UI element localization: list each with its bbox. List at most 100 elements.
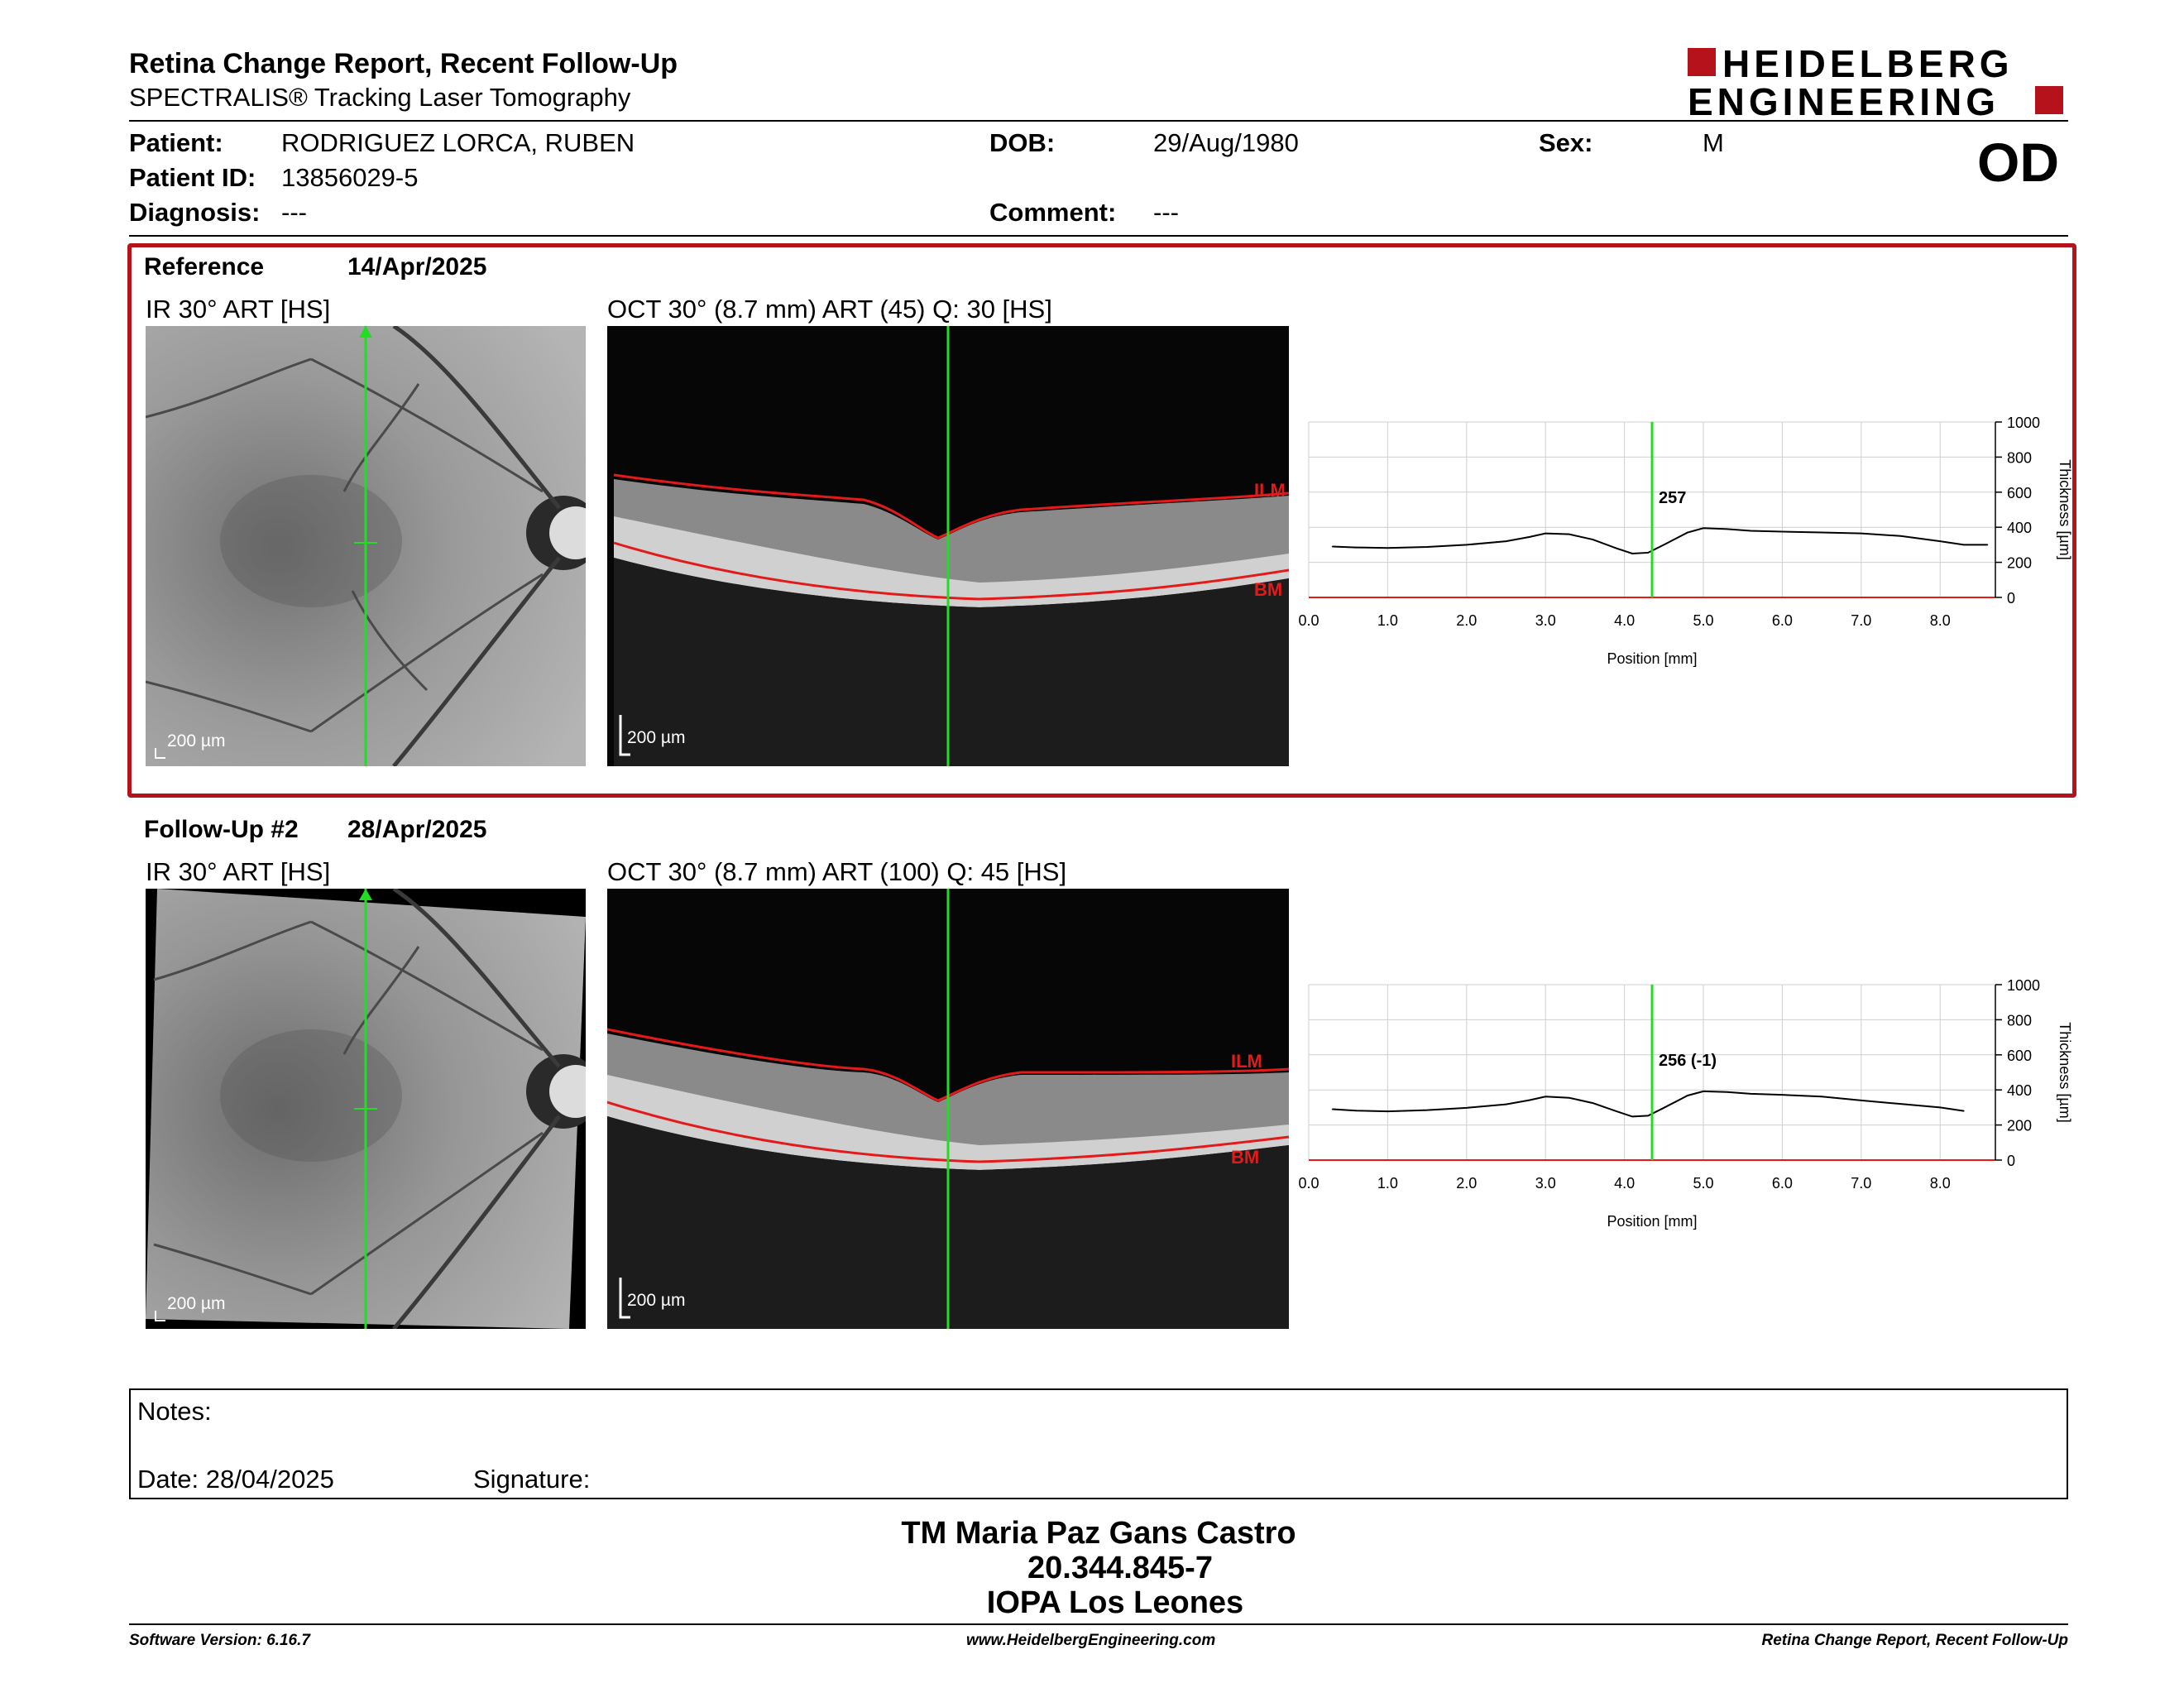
chart-x-tick-label: 2.0 — [1456, 612, 1477, 629]
chart-y-tick-label: 400 — [2007, 520, 2032, 536]
chart-data-point — [1631, 553, 1633, 554]
chart-data-point — [1631, 1115, 1633, 1118]
followup-ilm-label: ILM — [1231, 1051, 1262, 1072]
eye-indicator: OD — [1977, 132, 2059, 193]
chart-x-tick-label: 6.0 — [1772, 1175, 1793, 1192]
footer-divider — [129, 1623, 2068, 1625]
chart-data-point — [1726, 1091, 1728, 1093]
chart-data-point — [1505, 1103, 1507, 1105]
chart-x-tick-label: 8.0 — [1930, 1175, 1951, 1192]
notes-label: Notes: — [137, 1397, 212, 1426]
comment-value: --- — [1153, 198, 1179, 227]
chart-data-point — [1387, 547, 1389, 549]
followup-bm-label: BM — [1231, 1147, 1260, 1168]
chart-marker-label: 257 — [1659, 489, 1686, 507]
chart-data-point — [1899, 535, 1902, 537]
reference-ir-image: 200 µm — [146, 326, 586, 766]
chart-x-tick-label: 1.0 — [1377, 1175, 1398, 1192]
chart-x-tick-label: 5.0 — [1693, 1175, 1713, 1192]
chart-data-point — [1861, 1100, 1862, 1101]
chart-x-tick-label: 3.0 — [1535, 612, 1556, 629]
followup-thickness-chart: 0 200 400 600 800 1000 0.0 1.0 2.0 3.0 4.0 5.0 6.0 7.… — [1298, 968, 2085, 1241]
chart-data-point — [1505, 540, 1507, 542]
chart-data-point — [1963, 1110, 1965, 1112]
chart-x-tick-label: 2.0 — [1456, 1175, 1477, 1192]
chart-data-point — [1426, 1109, 1428, 1111]
reference-bm-label: BM — [1254, 579, 1283, 600]
chart-data-point — [1355, 546, 1358, 549]
followup-thickness-svg: 0 200 400 600 800 1000 0.0 1.0 2.0 3.0 4.0 5.0 6.0 7.… — [1298, 977, 2073, 1230]
chart-data-point — [1939, 540, 1942, 542]
logo-line2: ENGINEERING — [1688, 80, 2000, 123]
chart-data-point — [1986, 544, 1989, 546]
chart-data-point — [1569, 533, 1570, 535]
chart-y-tick-label: 200 — [2007, 1118, 2032, 1134]
heidelberg-logo: HEIDELBERG ENGINEERING — [1688, 42, 2068, 123]
patient-name: RODRIGUEZ LORCA, RUBEN — [281, 128, 635, 157]
chart-data-point — [1466, 544, 1468, 546]
chart-data-point — [1529, 536, 1530, 538]
chart-data-point — [1331, 1108, 1334, 1110]
chart-data-point — [1861, 532, 1862, 535]
chart-data-point — [1545, 1096, 1547, 1098]
chart-y-tick-label: 0 — [2007, 1153, 2015, 1169]
reference-ilm-label: ILM — [1254, 480, 1286, 501]
sex-label: Sex: — [1539, 128, 1593, 157]
chart-data-point — [1703, 1091, 1704, 1092]
chart-data-point — [1569, 1096, 1570, 1099]
chart-data-point — [1387, 1110, 1389, 1112]
chart-data-point — [1750, 1093, 1752, 1095]
chart-data-point — [1899, 1103, 1902, 1105]
chart-data-point — [1592, 1102, 1594, 1104]
chart-y-tick-label: 600 — [2007, 1048, 2032, 1064]
chart-y-tick-label: 600 — [2007, 485, 2032, 501]
sex-value: M — [1703, 128, 1724, 157]
followup-oct-scale: 200 µm — [627, 1291, 686, 1310]
patient-divider — [129, 235, 2068, 237]
chart-data-point — [1750, 530, 1752, 532]
diagnosis-value: --- — [281, 198, 307, 227]
chart-data-point — [1592, 539, 1594, 540]
chart-data-point — [1647, 552, 1650, 554]
chart-x-tick-label: 7.0 — [1851, 612, 1871, 629]
patient-label: Patient: — [129, 128, 223, 157]
reference-label: Reference — [144, 253, 265, 281]
chart-data-point — [1939, 1106, 1942, 1109]
chart-data-point — [1529, 1099, 1530, 1101]
report-subtitle: SPECTRALIS® Tracking Laser Tomography — [129, 83, 631, 112]
chart-x-tick-label: 4.0 — [1614, 612, 1635, 629]
chart-data-point — [1663, 1107, 1665, 1109]
chart-y-tick-label: 1000 — [2007, 415, 2040, 431]
chart-x-tick-label: 8.0 — [1930, 612, 1951, 629]
followup-ir-label: IR 30° ART [HS] — [146, 857, 331, 886]
chart-y-tick-label: 800 — [2007, 1012, 2032, 1029]
chart-data-point — [1821, 1096, 1822, 1098]
chart-data-point — [1466, 1107, 1468, 1109]
chart-data-point — [1545, 532, 1547, 535]
signatory-rut: 20.344.845-7 — [1027, 1551, 1213, 1585]
notes-box: Notes: Date: 28/04/2025 Signature: — [129, 1388, 2068, 1499]
chart-data-point — [1703, 527, 1704, 530]
reference-ir-scale: 200 µm — [167, 731, 226, 750]
chart-data-point — [1963, 544, 1965, 546]
followup-oct-image: ILM BM 200 µm — [607, 889, 1289, 1329]
chart-x-tick-label: 0.0 — [1299, 612, 1320, 629]
reference-oct-label: OCT 30° (8.7 mm) ART (45) Q: 30 [HS] — [607, 295, 1052, 324]
chart-x-tick-label: 1.0 — [1377, 612, 1398, 629]
chart-data-point — [1616, 1110, 1617, 1112]
diagnosis-label: Diagnosis: — [129, 198, 261, 227]
chart-data-point — [1426, 546, 1428, 548]
reference-oct-image: ILM BM 200 µm — [607, 326, 1289, 766]
reference-oct-scale: 200 µm — [627, 728, 686, 747]
chart-x-tick-label: 3.0 — [1535, 1175, 1556, 1192]
chart-series-line — [1332, 1090, 1964, 1118]
chart-data-point — [1647, 1115, 1650, 1117]
chart-x-axis-label: Position [mm] — [1607, 650, 1697, 667]
notes-signature-label: Signature: — [473, 1465, 591, 1494]
chart-x-tick-label: 7.0 — [1851, 1175, 1871, 1192]
chart-data-point — [1781, 1094, 1784, 1096]
chart-y-axis-label: Thickness [µm] — [2057, 1022, 2073, 1122]
chart-data-point — [1616, 547, 1617, 549]
followup-oct-label: OCT 30° (8.7 mm) ART (100) Q: 45 [HS] — [607, 857, 1067, 886]
logo-line1: HEIDELBERG — [1722, 42, 2014, 85]
